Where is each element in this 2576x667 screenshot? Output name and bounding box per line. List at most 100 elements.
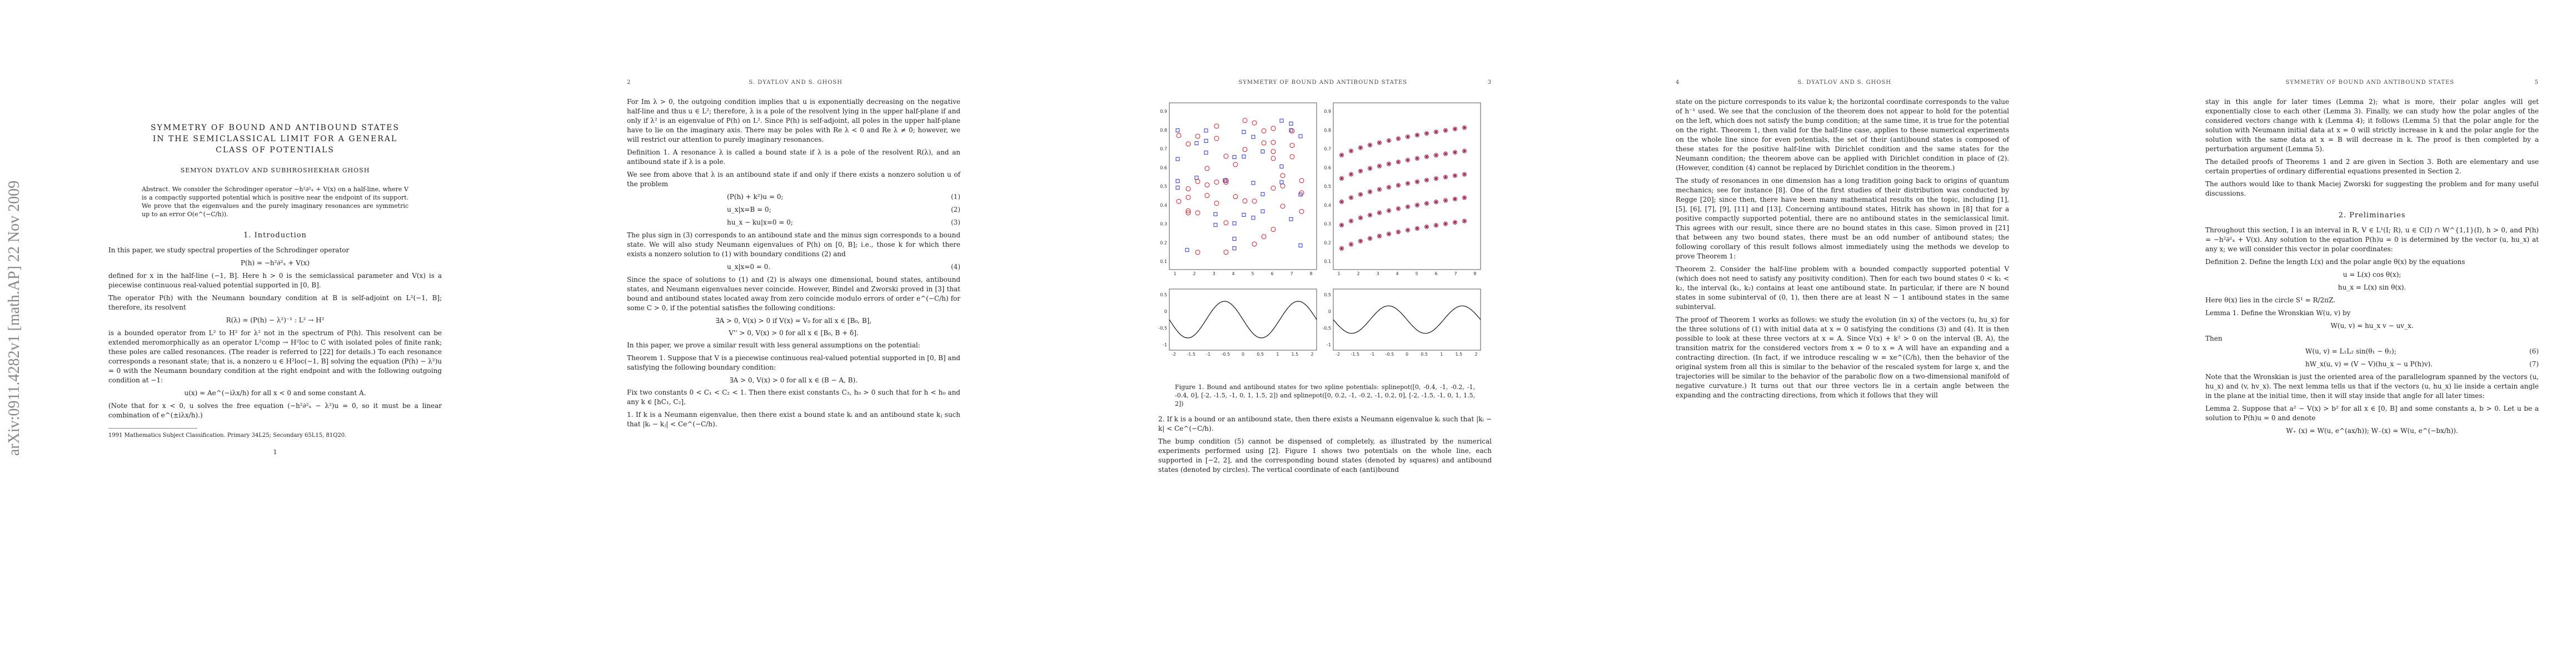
equation-7: hW_x(u, v) = (V − V)(hu_x − u P(h)v). (7) (2205, 360, 2539, 369)
equation-4: u_x|x=0 = 0. (4) (627, 262, 960, 272)
antibound-state-circle (1261, 140, 1267, 146)
y-tick-label: 0.2 (1324, 240, 1331, 245)
antibound-state-circle (1358, 238, 1363, 243)
bound-state-square (1416, 227, 1418, 230)
antibound-state-circle (1443, 151, 1448, 156)
antibound-state-circle (1214, 123, 1219, 129)
antibound-state-circle (1176, 198, 1182, 204)
bound-state-square (1397, 161, 1399, 163)
x-tick-label: 8 (1473, 271, 1476, 276)
equation-1: (P(h) + k²)u = 0; (1) (627, 192, 960, 202)
figure-1: 0.9 0.8 0.7 0.6 0.5 0.4 0.3 0.2 0.1 1 2 3 4 5 6 7 8 0.9 0.… (1158, 97, 1492, 375)
bound-state-square (1454, 175, 1456, 177)
antibound-state-circle (1396, 206, 1401, 211)
antibound-state-circle (1214, 180, 1219, 185)
x-tick-label: 6 (1434, 271, 1437, 276)
equation-2: u_x|x=B = 0; (2) (627, 205, 960, 215)
x-tick-label: -0.5 (1386, 352, 1394, 357)
bound-state-square (1388, 162, 1390, 165)
bound-state-square (1435, 131, 1437, 133)
y-tick-label: 0.9 (1324, 109, 1331, 114)
equation-number: (1) (951, 193, 960, 201)
bound-state-square (1378, 211, 1381, 214)
x-tick-label: 1.5 (1292, 352, 1299, 357)
antibound-state-circle (1242, 198, 1248, 203)
bound-state-square (1213, 212, 1218, 216)
arxiv-id-text: arXiv:0911.4282v1 [math.AP] 22 Nov 2009 (6, 180, 23, 456)
antibound-state-circle (1396, 136, 1401, 141)
y-tick-label: 0.5 (1324, 184, 1331, 189)
antibound-state-circle (1289, 154, 1295, 160)
antibound-state-circle (1377, 233, 1382, 238)
arxiv-identifier: arXiv:0911.4282v1 [math.AP] 22 Nov 2009 (6, 111, 28, 456)
x-tick-label: 1 (1173, 271, 1176, 276)
antibound-state-circle (1176, 133, 1182, 138)
x-tick-label: 3 (1376, 271, 1379, 276)
bound-state-square (1350, 220, 1352, 222)
bound-state-square (1251, 216, 1255, 220)
antibound-state-circle (1289, 128, 1295, 134)
bound-state-square (1232, 246, 1237, 251)
antibound-state-circle (1387, 138, 1391, 143)
bound-state-square (1232, 237, 1237, 241)
antibound-state-circle (1415, 133, 1419, 137)
antibound-state-circle (1204, 193, 1210, 198)
bound-state-square (1444, 152, 1447, 155)
x-tick-label: 5 (1251, 271, 1254, 276)
bound-state-square (1341, 177, 1343, 180)
y-tick-label: 0.4 (1160, 203, 1167, 208)
equation-number: (3) (951, 218, 960, 226)
bound-state-square (1407, 159, 1409, 162)
bound-state-square (1454, 198, 1456, 201)
antibound-state-circle (1339, 246, 1344, 251)
bound-state-square (1463, 220, 1466, 222)
bound-state-square (1175, 157, 1180, 161)
bound-state-square (1397, 137, 1399, 140)
bound-state-square (1242, 155, 1246, 159)
antibound-state-circle (1387, 161, 1391, 166)
bound-state-square (1369, 144, 1371, 146)
equation-number: (6) (2529, 347, 2539, 355)
antibound-state-circle (1415, 180, 1419, 184)
lemma-2: Lemma 2. Suppose that a² − V(x) > b² for… (2205, 405, 2539, 422)
bound-state-square (1397, 207, 1399, 210)
running-head: SYMMETRY OF BOUND AND ANTIBOUND STATES 3 (1158, 78, 1492, 87)
bound-state-square (1369, 237, 1371, 240)
running-page-number: 3 (1487, 79, 1492, 86)
antibound-state-circle (1349, 242, 1353, 247)
antibound-state-circle (1280, 183, 1285, 189)
antibound-state-circle (1368, 143, 1372, 147)
y-tick-label: -1 (1163, 342, 1167, 347)
antibound-state-circle (1443, 128, 1448, 133)
paragraph: The study of resonances in one dimension… (1676, 177, 2009, 260)
condition: V'' > 0, V(x) > 0 for all x ∈ [B₀, B + δ… (729, 329, 859, 337)
paragraph: Note that the Wronskian is just the orie… (2205, 373, 2539, 400)
bound-state-square (1341, 247, 1343, 250)
bound-state-square (1194, 176, 1199, 180)
antibound-state-circle (1424, 201, 1429, 206)
antibound-state-circle (1434, 153, 1438, 158)
x-tick-label: 4 (1396, 271, 1398, 276)
paragraph: is a bounded operator from L² to H² for … (108, 329, 442, 384)
paragraph: stay in this angle for later times (Lemm… (2205, 98, 2539, 153)
bound-state-square (1175, 179, 1180, 183)
antibound-state-circle (1462, 195, 1467, 200)
x-tick-label: 0 (1406, 352, 1408, 357)
antibound-state-circle (1406, 181, 1410, 186)
paragraph: 1. If k is a Neumann eigenvalue, then th… (627, 411, 960, 428)
paragraph: state on the picture corresponds to its … (1676, 98, 2009, 172)
bound-state-square (1298, 243, 1303, 248)
y-tick-label: 0.6 (1324, 165, 1331, 170)
y-tick-label: 0.7 (1160, 147, 1167, 152)
bound-state-square (1407, 206, 1409, 208)
antibound-state-circle (1358, 192, 1363, 197)
bound-state-square (1194, 141, 1199, 146)
bound-state-square (1260, 149, 1265, 153)
antibound-state-circle (1270, 156, 1276, 161)
antibound-state-circle (1368, 190, 1372, 194)
bound-state-square (1204, 128, 1208, 133)
figure-caption: Figure 1. Bound and antibound states for… (1175, 384, 1475, 407)
paragraph: In this paper, we study spectral propert… (108, 246, 350, 254)
antibound-state-circle (1387, 185, 1391, 190)
bound-state-square (1359, 216, 1362, 219)
